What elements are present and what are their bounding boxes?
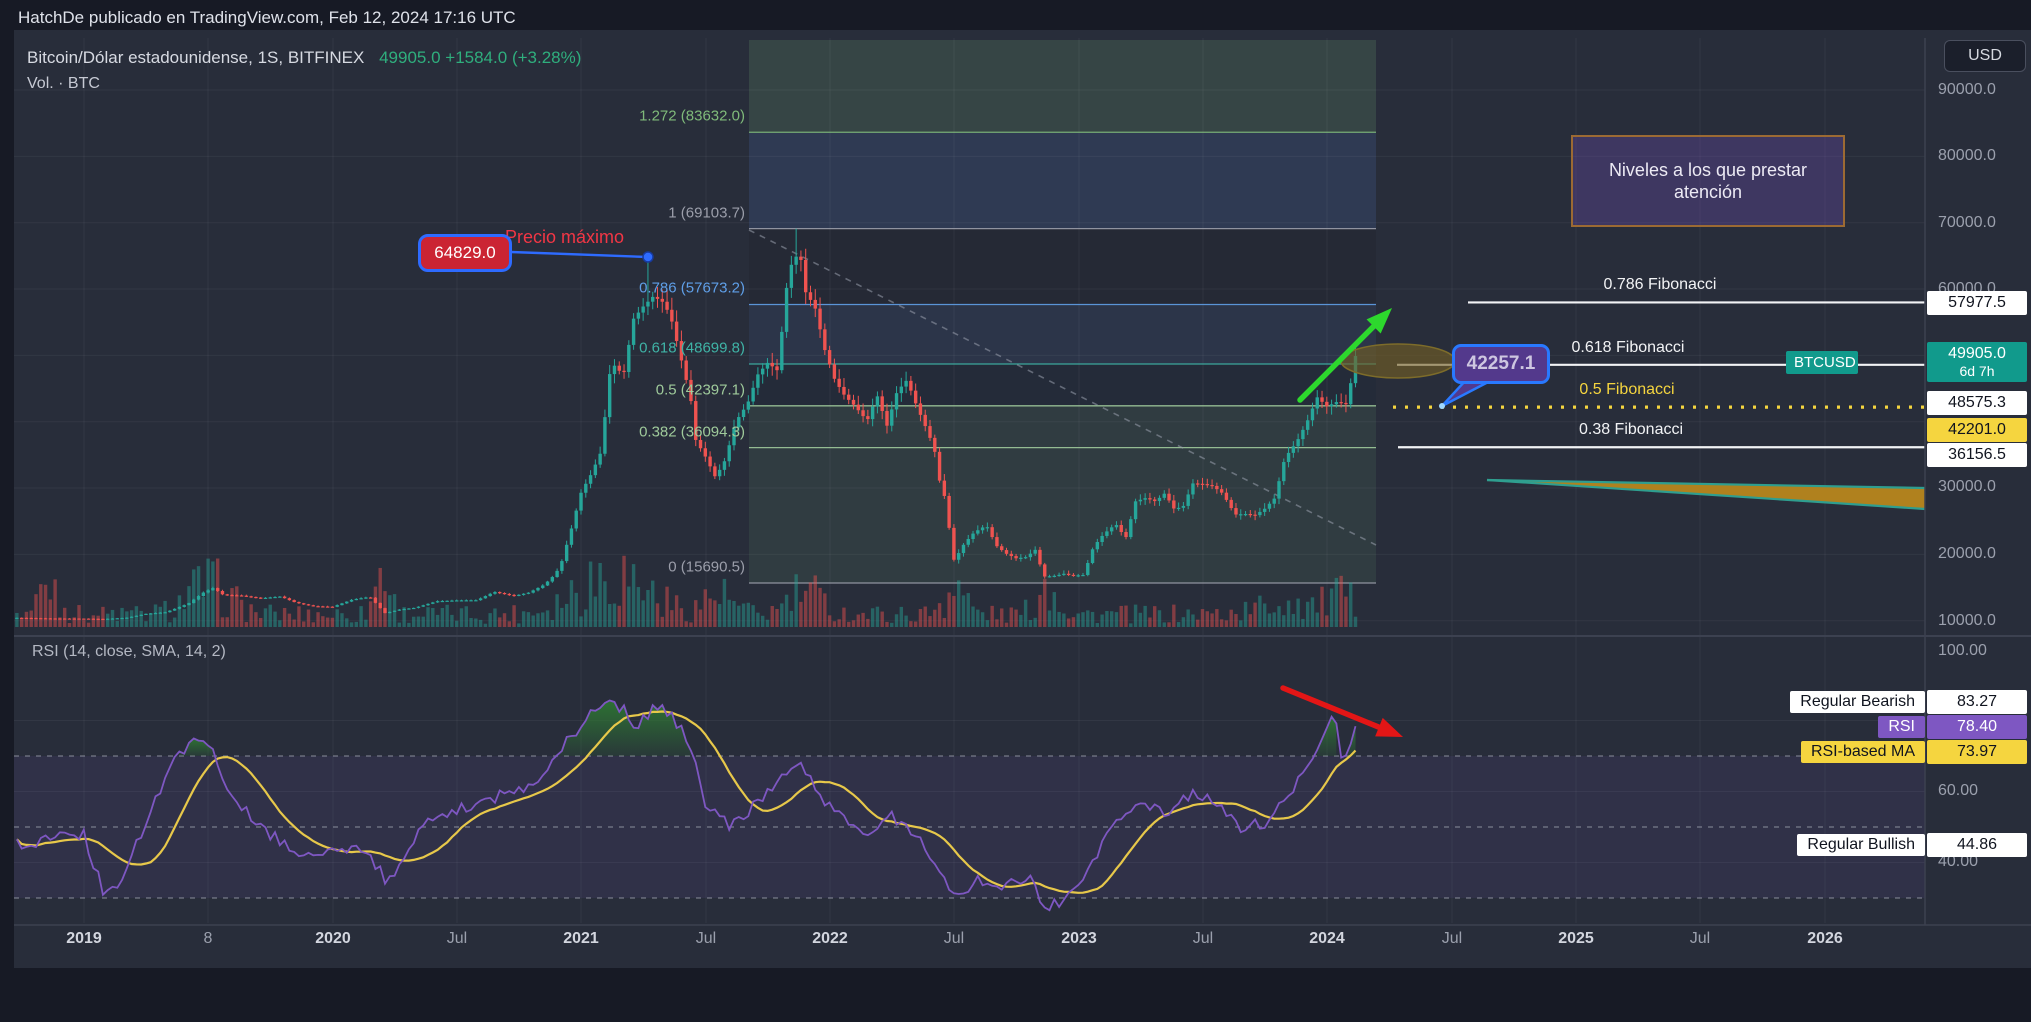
footer-bar: TradingView [0, 968, 2031, 1022]
precio-maximo-label: Precio máximo [505, 227, 625, 247]
price-callout-bubble: 42257.1 [1452, 344, 1550, 384]
niveles-annotation-box: Niveles a los que prestar atención [1571, 135, 1845, 227]
pane-separators [14, 38, 2031, 926]
fib-retracement-lines [749, 131, 1376, 584]
fib-retracement-bands [749, 40, 1376, 583]
price-change: +1584.0 [445, 48, 508, 67]
user-drawings [510, 250, 1926, 737]
candlestick-series [15, 228, 1358, 621]
chart-plot-area[interactable] [14, 30, 2031, 968]
volume-legend: Vol. · BTC [27, 75, 100, 92]
dashed-trendline [748, 229, 1377, 546]
rsi-pane [14, 699, 1925, 912]
gridlines [14, 38, 1925, 923]
publish-header: HatchDe publicado en TradingView.com, Fe… [18, 8, 516, 27]
price-change-pct: (+3.28%) [511, 48, 582, 67]
niveles-line1: Niveles a los que prestar [1608, 159, 1808, 180]
symbol-legend: Bitcoin/Dólar estadounidense, 1S, BITFIN… [27, 48, 581, 93]
volume-series [15, 555, 1358, 627]
currency-toggle-button[interactable]: USD [1944, 40, 2026, 72]
niveles-line2: atención [1673, 182, 1743, 202]
symbol-title: Bitcoin/Dólar estadounidense, 1S, BITFIN… [27, 48, 365, 67]
last-price: 49905.0 [379, 48, 441, 67]
max-price-tag: 64829.0 [418, 234, 512, 272]
rsi-indicator-legend: RSI (14, close, SMA, 14, 2) [32, 643, 226, 660]
